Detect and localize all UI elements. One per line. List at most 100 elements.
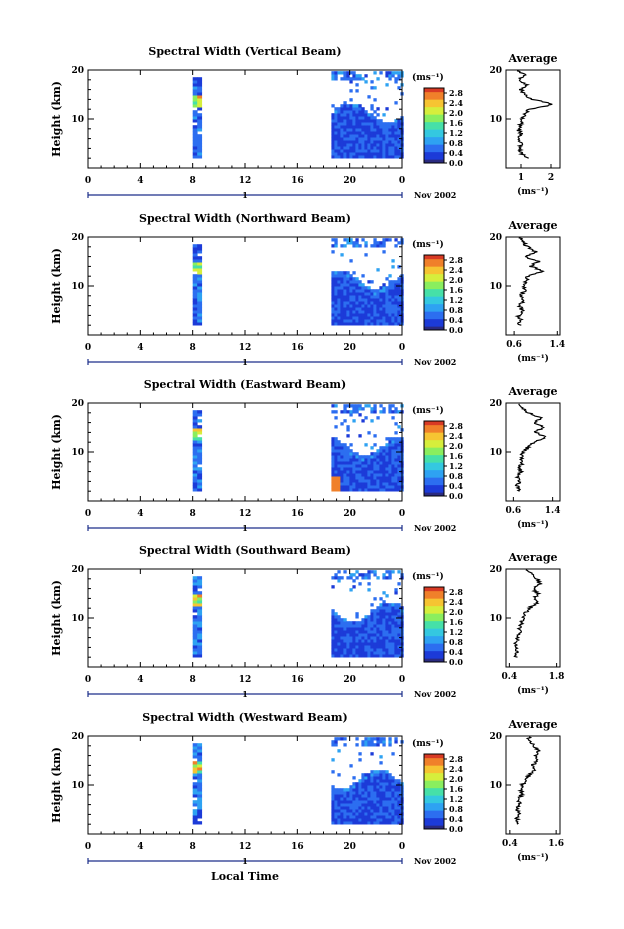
colorbar-segment [424, 618, 444, 622]
colorbar-segment [424, 615, 444, 618]
y-tick-label: 10 [71, 282, 84, 292]
heatmap-cell [382, 449, 386, 453]
heatmap-cell [397, 782, 401, 786]
heatmap-cell [373, 295, 377, 299]
heatmap-cell [343, 404, 347, 408]
heatmap-cell [385, 449, 389, 453]
heatmap-cell [385, 648, 389, 652]
x-tick-label: 20 [343, 509, 356, 519]
heatmap-cell [358, 404, 362, 408]
heatmap-cell [364, 743, 368, 747]
heatmap-cell [337, 464, 341, 468]
heatmap-cell [397, 612, 401, 616]
colorbar-segment [424, 428, 444, 431]
heatmap-cell [349, 636, 353, 640]
colorbar-frame [423, 586, 445, 663]
heatmap-cell [385, 473, 389, 477]
heatmap-cell [340, 125, 344, 129]
heatmap-cell [394, 618, 398, 622]
heatmap-cell [379, 404, 383, 408]
heatmap-cell [379, 642, 383, 646]
heatmap-cell [364, 122, 368, 126]
heatmap-cell [397, 77, 401, 81]
heatmap-cell [192, 86, 198, 90]
heatmap-cell [382, 630, 386, 634]
heatmap-cell [349, 800, 353, 804]
heatmap-cell [334, 410, 338, 414]
heatmap-cell [349, 241, 353, 245]
heatmap-cell [376, 137, 380, 141]
colorbar-segment [424, 639, 444, 642]
heatmap-cell [382, 134, 386, 138]
heatmap-cell [385, 304, 389, 308]
heatmap-cell [337, 633, 341, 637]
heatmap-cell [192, 253, 198, 257]
heatmap-cell [349, 140, 353, 144]
heatmap-cell [352, 316, 356, 320]
heatmap-cell [340, 630, 344, 634]
heatmap-cell [391, 146, 395, 150]
heatmap-cell [376, 743, 380, 747]
heatmap-cell [197, 654, 203, 658]
heatmap-cell [394, 467, 398, 471]
heatmap-cell [192, 815, 198, 819]
heatmap-cell [343, 410, 347, 414]
heatmap-cell [373, 310, 377, 314]
colorbar-segment [424, 157, 444, 160]
heatmap-cell [397, 779, 401, 783]
heatmap-cell [379, 140, 383, 144]
heatmap-cell [370, 140, 374, 144]
colorbar-segment [424, 285, 444, 288]
colorbar-segment [424, 292, 444, 295]
colorbar-segment [424, 778, 444, 781]
heatmap-cell [397, 146, 401, 150]
heatmap-cell [376, 119, 380, 123]
heatmap-cell [391, 618, 395, 622]
heatmap-cell [394, 238, 398, 242]
heatmap-cell [334, 440, 338, 444]
heatmap-cell [340, 461, 344, 465]
heatmap-cell [385, 636, 389, 640]
heatmap-cell [343, 636, 347, 640]
colorbar-tick-label: 1.2 [449, 295, 463, 305]
panel-1: Spectral Width (Northward Beam)0 4 8 12 16 20… [50, 212, 565, 367]
heatmap-cell [349, 809, 353, 813]
heatmap-cell [397, 119, 401, 123]
avg-x-label: (ms⁻¹) [517, 852, 549, 863]
colorbar-segment [424, 617, 444, 620]
heatmap-cell [361, 743, 365, 747]
heatmap-cell [346, 452, 350, 456]
heatmap-cell [352, 277, 356, 281]
heatmap-cell [340, 122, 344, 126]
heatmap-cell [197, 791, 203, 795]
heatmap-cell [337, 110, 341, 114]
heatmap-cell [367, 621, 371, 625]
average-profile-line [514, 237, 545, 326]
heatmap-cell [192, 770, 198, 774]
heatmap-cell [355, 149, 359, 153]
heatmap-cell [385, 803, 389, 807]
heatmap-cell [343, 137, 347, 141]
heatmap-cell [385, 794, 389, 798]
colorbar-segment [424, 776, 444, 779]
heatmap-cell [197, 86, 203, 90]
heatmap-cell [197, 440, 203, 444]
x-tick-label: 16 [291, 176, 304, 186]
y-tick-label: 20 [71, 732, 84, 742]
heatmap-cell [376, 651, 380, 655]
heatmap-cell [367, 280, 371, 284]
heatmap-cell [343, 107, 347, 111]
heatmap-cell [197, 113, 203, 117]
colorbar-segment [424, 258, 444, 262]
colorbar-segment [424, 421, 444, 424]
heatmap-cell [340, 104, 344, 108]
colorbar-tick-label: 2.8 [449, 754, 463, 764]
heatmap-cell [355, 482, 359, 486]
avg-y-tick-label: 10 [489, 282, 502, 292]
heatmap-cell [364, 651, 368, 655]
heatmap-cell [388, 633, 392, 637]
heatmap-cell [331, 576, 335, 580]
heatmap-cell [361, 776, 365, 780]
heatmap-cell [391, 280, 395, 284]
heatmap-cell [376, 455, 380, 459]
